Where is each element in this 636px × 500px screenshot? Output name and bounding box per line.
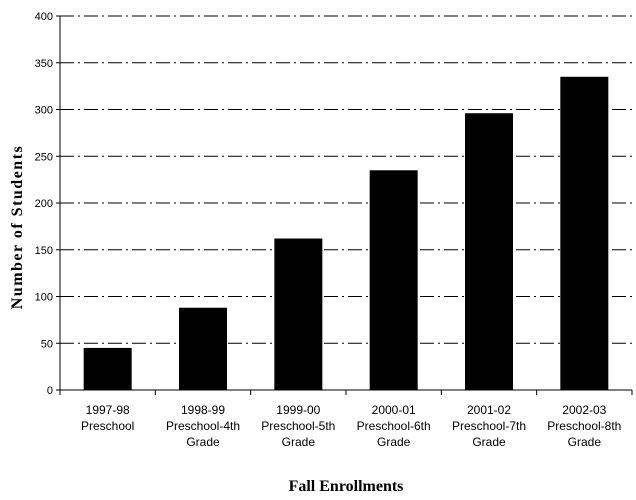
axes <box>56 15 633 395</box>
bar <box>369 170 418 390</box>
y-tick-label: 0 <box>47 385 53 397</box>
bar <box>83 347 132 390</box>
y-tick-label: 300 <box>35 105 53 117</box>
y-tick-label: 50 <box>41 338 53 350</box>
y-tick-label: 200 <box>35 198 53 210</box>
x-tick-label: Grade <box>377 435 411 449</box>
x-tick-label: Preschool-4th <box>166 419 240 433</box>
y-tick-label: 100 <box>35 292 53 304</box>
bar <box>465 113 513 391</box>
x-tick-label: Preschool-6th <box>357 419 431 433</box>
y-tick-label: 150 <box>35 245 53 257</box>
x-tick-label: 2002-03 <box>562 403 606 417</box>
y-tick-label: 400 <box>35 11 53 23</box>
x-tick-label: Preschool-7th <box>452 419 526 433</box>
x-tick-label: 2000-01 <box>372 403 416 417</box>
bar <box>560 76 609 391</box>
x-tick-label: Grade <box>282 435 316 449</box>
y-tick-label: 350 <box>35 58 53 70</box>
y-tick-label: 250 <box>35 151 53 163</box>
y-tick-labels: 0 50 100 150 200 250 300 350 400 <box>35 11 53 397</box>
x-tick-label: Preschool <box>81 419 134 433</box>
y-axis-title: Number of Students <box>9 145 26 310</box>
bar <box>274 238 323 390</box>
x-tick-label: Preschool-5th <box>261 419 335 433</box>
x-tick-label: 1999-00 <box>276 403 320 417</box>
x-tick-label: Grade <box>568 435 602 449</box>
x-tick-label: 1997-98 <box>86 403 130 417</box>
x-tick-label: 2001-02 <box>467 403 511 417</box>
bars <box>83 76 609 391</box>
bar <box>179 307 227 390</box>
x-tick-label: 1998-99 <box>181 403 225 417</box>
x-tick-label: Grade <box>186 435 220 449</box>
gridlines <box>60 15 632 344</box>
x-axis-title: Fall Enrollments <box>289 478 404 495</box>
x-tick-label: Grade <box>472 435 506 449</box>
x-tick-label: Preschool-8th <box>547 419 621 433</box>
x-tick-labels: 1997-98 Preschool 1998-99 Preschool-4th Grad… <box>81 403 621 449</box>
